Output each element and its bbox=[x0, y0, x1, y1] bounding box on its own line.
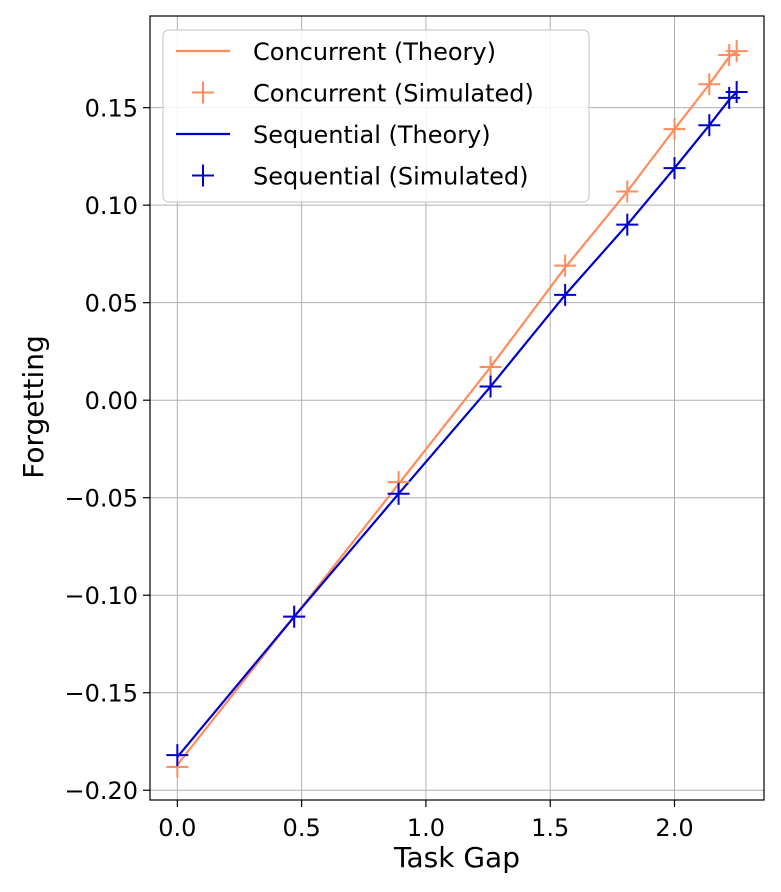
series-marker bbox=[479, 356, 502, 379]
legend-label: Sequential (Theory) bbox=[253, 121, 491, 149]
axis-ticks: 0.0 0.5 1.0 1.5 2.0 −0.20 −0.15 −0.10 −0.05 0.00 0… bbox=[64, 95, 693, 842]
legend: Concurrent (Theory) Concurrent (Simulated… bbox=[162, 29, 590, 203]
series-marker bbox=[283, 605, 306, 628]
legend-label: Sequential (Simulated) bbox=[253, 163, 529, 191]
series-marker bbox=[166, 744, 189, 767]
series-line bbox=[176, 50, 738, 766]
legend-label: Concurrent (Theory) bbox=[253, 38, 496, 66]
plot-frame bbox=[149, 15, 765, 801]
x-axis-label: Task Gap bbox=[393, 841, 520, 874]
series-marker bbox=[725, 81, 748, 104]
series-line bbox=[176, 91, 738, 758]
series-layer bbox=[166, 40, 748, 778]
series-marker bbox=[387, 482, 410, 505]
y-axis-label: Forgetting bbox=[17, 335, 50, 479]
series-marker bbox=[616, 180, 639, 203]
series-marker bbox=[663, 118, 686, 141]
series-marker bbox=[663, 157, 686, 180]
series-marker bbox=[698, 73, 721, 96]
legend-marker-swatch bbox=[192, 81, 214, 104]
x-tick-label: 0.5 bbox=[283, 814, 321, 842]
y-tick-label: 0.10 bbox=[85, 192, 138, 220]
series-marker bbox=[554, 254, 577, 277]
x-tick-label: 0.0 bbox=[158, 814, 196, 842]
series-marker bbox=[698, 114, 721, 137]
x-tick-label: 1.5 bbox=[531, 814, 569, 842]
legend-label: Concurrent (Simulated) bbox=[253, 80, 534, 108]
series-marker bbox=[616, 213, 639, 236]
y-tick-label: 0.15 bbox=[85, 95, 138, 123]
x-tick-label: 2.0 bbox=[655, 814, 693, 842]
x-tick-label: 1.0 bbox=[407, 814, 445, 842]
series-marker bbox=[725, 40, 748, 63]
legend-box bbox=[162, 29, 590, 203]
series-marker bbox=[554, 283, 577, 306]
y-tick-label: −0.15 bbox=[64, 680, 138, 708]
y-tick-label: −0.10 bbox=[64, 582, 138, 610]
y-tick-label: −0.20 bbox=[64, 777, 138, 805]
legend-marker-swatch bbox=[192, 164, 214, 187]
y-tick-label: 0.00 bbox=[85, 387, 138, 415]
y-tick-label: −0.05 bbox=[64, 485, 138, 513]
series-marker bbox=[479, 375, 502, 398]
y-tick-label: 0.05 bbox=[85, 290, 138, 318]
